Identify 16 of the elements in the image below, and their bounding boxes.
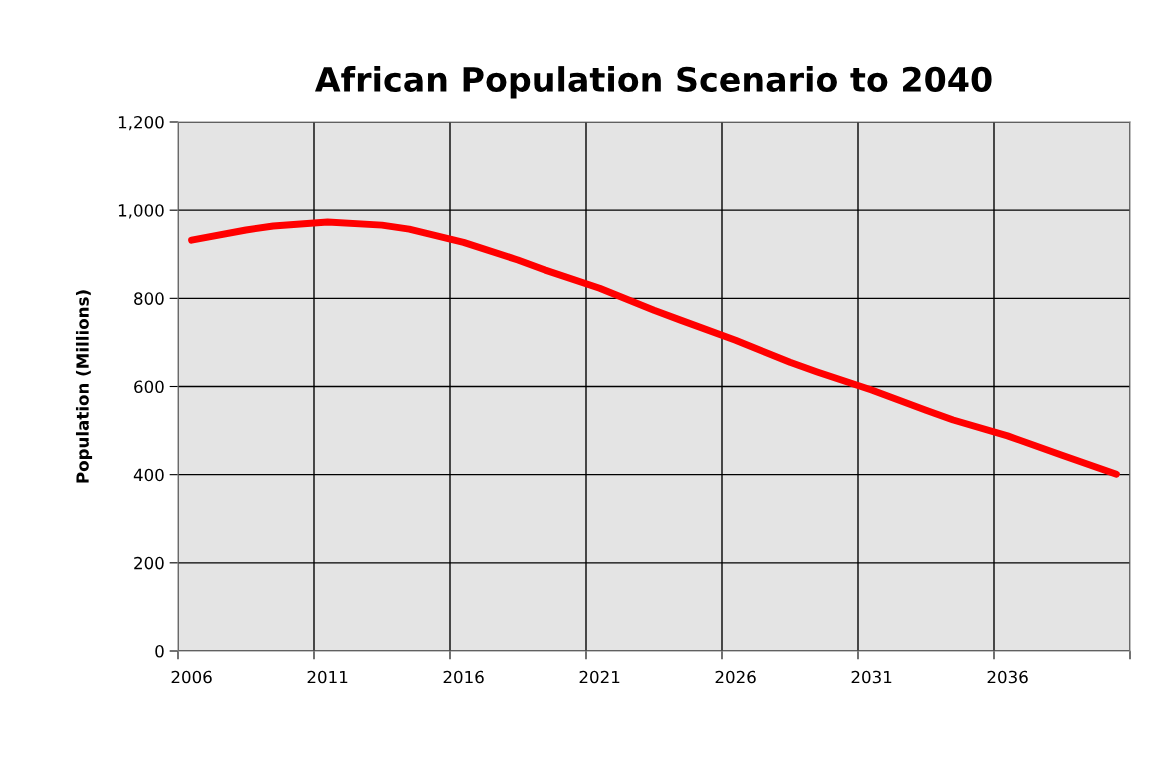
y-tick-label: 600 (134, 380, 164, 394)
y-tick-label: 800 (134, 292, 164, 305)
chart-title: African Population Scenario to 2040 (314, 66, 992, 99)
y-tick-label: 1,200 (118, 115, 164, 131)
x-tick-label: 2016 (443, 670, 484, 684)
x-tick-label: 2026 (715, 670, 756, 684)
y-tick-label: 0 (155, 644, 164, 658)
x-tick-label: 2006 (171, 670, 212, 684)
x-tick-label: 2036 (987, 670, 1028, 684)
x-tick-label: 2031 (851, 670, 892, 684)
y-tick-label: 400 (133, 468, 164, 482)
y-axis-title: Population (Millions) (75, 290, 93, 483)
x-tick-label: 2011 (307, 670, 348, 684)
y-tick-label: 1,000 (118, 204, 164, 219)
y-tick-label: 200 (134, 556, 164, 570)
x-tick-label: 2021 (579, 670, 620, 684)
